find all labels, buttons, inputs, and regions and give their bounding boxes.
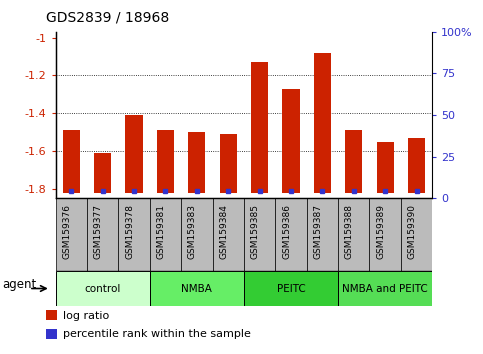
Bar	[345, 130, 362, 193]
Bar	[307, 198, 338, 271]
Text: GSM159386: GSM159386	[282, 204, 291, 259]
Bar	[275, 198, 307, 271]
Text: percentile rank within the sample: percentile rank within the sample	[63, 329, 251, 339]
Text: PEITC: PEITC	[277, 284, 305, 293]
Bar	[94, 153, 111, 193]
Bar	[188, 132, 205, 193]
Bar	[283, 88, 299, 193]
Bar	[150, 198, 181, 271]
Bar	[408, 138, 425, 193]
Bar	[56, 271, 150, 306]
Text: GSM159381: GSM159381	[156, 204, 165, 259]
Bar	[220, 134, 237, 193]
Bar	[87, 198, 118, 271]
Bar	[369, 198, 401, 271]
Text: control: control	[85, 284, 121, 293]
Bar	[150, 271, 244, 306]
Text: GSM159384: GSM159384	[219, 204, 228, 259]
Text: GSM159388: GSM159388	[345, 204, 354, 259]
Bar	[181, 198, 213, 271]
Bar	[63, 130, 80, 193]
Bar	[338, 198, 369, 271]
Text: GSM159389: GSM159389	[376, 204, 385, 259]
Bar	[118, 198, 150, 271]
Bar	[244, 271, 338, 306]
Text: log ratio: log ratio	[63, 311, 109, 321]
Text: GSM159387: GSM159387	[313, 204, 323, 259]
Bar	[314, 53, 331, 193]
Text: NMBA: NMBA	[182, 284, 212, 293]
Text: GSM159390: GSM159390	[408, 204, 416, 259]
Text: GSM159383: GSM159383	[188, 204, 197, 259]
Bar	[338, 271, 432, 306]
Text: GSM159376: GSM159376	[62, 204, 71, 259]
Text: GSM159377: GSM159377	[94, 204, 103, 259]
Text: NMBA and PEITC: NMBA and PEITC	[342, 284, 428, 293]
Bar	[401, 198, 432, 271]
Bar	[157, 130, 174, 193]
Bar	[213, 198, 244, 271]
Text: GSM159385: GSM159385	[251, 204, 260, 259]
Bar	[244, 198, 275, 271]
Bar	[126, 115, 142, 193]
Bar	[56, 198, 87, 271]
Text: GSM159378: GSM159378	[125, 204, 134, 259]
Text: agent: agent	[2, 279, 37, 291]
Bar	[377, 142, 394, 193]
Text: GDS2839 / 18968: GDS2839 / 18968	[46, 11, 169, 25]
Bar	[251, 62, 268, 193]
